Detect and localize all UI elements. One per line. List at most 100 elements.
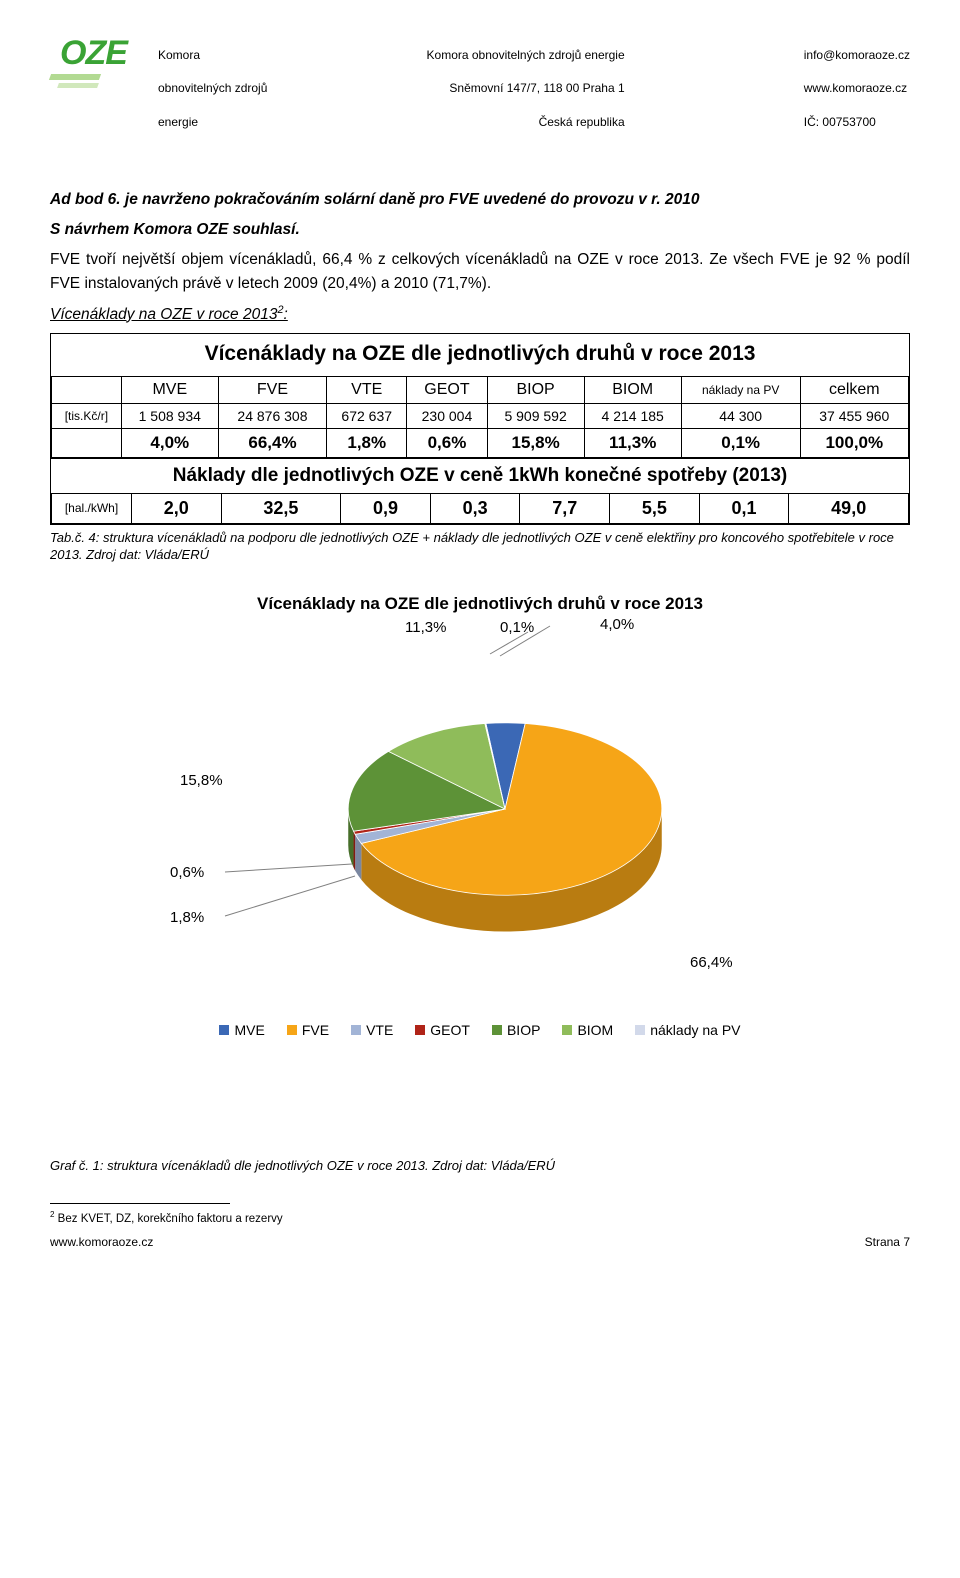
header-address: Komora obnovitelných zdrojů energie Sněm…	[427, 30, 645, 148]
cost-table: Vícenáklady na OZE dle jednotlivých druh…	[50, 333, 910, 525]
chart-legend: MVE FVE VTE GEOT BIOP BIOM náklady na PV	[219, 1022, 740, 1038]
pie-label: 11,3%	[405, 619, 446, 636]
table-cell: 100,0%	[800, 428, 908, 457]
legend-label: BIOP	[507, 1022, 540, 1038]
pie-label: 1,8%	[170, 909, 204, 926]
legend-item: náklady na PV	[635, 1022, 740, 1038]
table-cell: 0,9	[341, 493, 431, 523]
legend-item: GEOT	[415, 1022, 470, 1038]
paragraph-heading: Ad bod 6. je navrženo pokračováním solár…	[50, 188, 910, 212]
table-cell: GEOT	[407, 376, 487, 403]
table-row: [hal./kWh] 2,0 32,5 0,9 0,3 7,7 5,5 0,1 …	[52, 493, 909, 523]
legend-swatch	[492, 1025, 502, 1035]
table-cell: 5,5	[610, 493, 700, 523]
cost-subtable: MVE FVE VTE GEOT BIOP BIOM náklady na PV…	[51, 376, 909, 458]
table-cell: [hal./kWh]	[52, 493, 132, 523]
logo-accent	[49, 74, 101, 80]
table-cell: 11,3%	[584, 428, 681, 457]
table-cell: 32,5	[221, 493, 341, 523]
chart-caption: Graf č. 1: struktura vícenákladů dle jed…	[50, 1158, 910, 1173]
legend-swatch	[351, 1025, 361, 1035]
pie-label: 0,1%	[500, 619, 534, 636]
logo-accent	[57, 83, 99, 88]
cost-subtable-2: [hal./kWh] 2,0 32,5 0,9 0,3 7,7 5,5 0,1 …	[51, 493, 909, 524]
header-line: Sněmovní 147/7, 118 00 Praha 1	[427, 80, 625, 97]
table-cell: 24 876 308	[218, 403, 326, 428]
table-cell: celkem	[800, 376, 908, 403]
legend-item: FVE	[287, 1022, 329, 1038]
header-line: energie	[158, 114, 267, 131]
legend-swatch	[287, 1025, 297, 1035]
header-line: IČ: 00753700	[804, 114, 910, 131]
header-org: Komora obnovitelných zdrojů energie	[158, 30, 267, 148]
table-cell: 4 214 185	[584, 403, 681, 428]
table-cell: 4,0%	[121, 428, 218, 457]
footnote: 2 Bez KVET, DZ, korekčního faktoru a rez…	[50, 1210, 910, 1225]
legend-item: MVE	[219, 1022, 264, 1038]
chart-title: Vícenáklady na OZE dle jednotlivých druh…	[257, 594, 703, 614]
logo-text: OZE	[60, 34, 127, 73]
table-cell: 66,4%	[218, 428, 326, 457]
pie-label: 66,4%	[690, 954, 733, 971]
legend-swatch	[635, 1025, 645, 1035]
table-cell: 2,0	[132, 493, 222, 523]
legend-swatch	[562, 1025, 572, 1035]
header-line: Komora	[158, 47, 267, 64]
pie-label: 0,6%	[170, 864, 204, 881]
table-caption: Tab.č. 4: struktura vícenákladů na podpo…	[50, 529, 910, 564]
logo: OZE	[50, 30, 140, 90]
header-line: Česká republika	[427, 114, 625, 131]
legend-label: GEOT	[430, 1022, 470, 1038]
text: je navrženo pokračováním solární daně pr…	[121, 191, 700, 208]
table-header-row: MVE FVE VTE GEOT BIOP BIOM náklady na PV…	[52, 376, 909, 403]
pie-chart-zone: Vícenáklady na OZE dle jednotlivých druh…	[50, 594, 910, 1038]
table-cell: VTE	[327, 376, 407, 403]
table-cell: 37 455 960	[800, 403, 908, 428]
table-cell: BIOM	[584, 376, 681, 403]
legend-item: BIOM	[562, 1022, 613, 1038]
legend-swatch	[219, 1025, 229, 1035]
table-cell: 0,1%	[681, 428, 800, 457]
pie-wrapper: 4,0%66,4%1,8%0,6%15,8%11,3%0,1%	[130, 614, 830, 1014]
paragraph-table-intro: Vícenáklady na OZE v roce 20132:	[50, 302, 910, 327]
text: Ad bod 6.	[50, 191, 121, 208]
table-cell: 0,6%	[407, 428, 487, 457]
legend-swatch	[415, 1025, 425, 1035]
table-cell	[52, 428, 122, 457]
table-cell: 49,0	[789, 493, 909, 523]
table-cell: 0,1	[699, 493, 789, 523]
legend-item: BIOP	[492, 1022, 540, 1038]
header-line: Komora obnovitelných zdrojů energie	[427, 47, 625, 64]
table-cell: 7,7	[520, 493, 610, 523]
text: :	[284, 306, 288, 323]
header-line: info@komoraoze.cz	[804, 47, 910, 64]
table-cell: 230 004	[407, 403, 487, 428]
table-cell: 5 909 592	[487, 403, 584, 428]
footer-url: www.komoraoze.cz	[50, 1235, 153, 1249]
table-cell: FVE	[218, 376, 326, 403]
page-header: OZE Komora obnovitelných zdrojů energie …	[50, 30, 910, 148]
paragraph-body: FVE tvoří největší objem vícenákladů, 66…	[50, 248, 910, 296]
header-line: obnovitelných zdrojů	[158, 80, 267, 97]
legend-label: BIOM	[577, 1022, 613, 1038]
pie-chart	[340, 644, 670, 974]
table-title: Vícenáklady na OZE dle jednotlivých druh…	[51, 334, 909, 376]
legend-item: VTE	[351, 1022, 393, 1038]
footer-page: Strana 7	[865, 1235, 910, 1249]
pie-label: 4,0%	[600, 616, 634, 633]
table-cell: MVE	[121, 376, 218, 403]
table-row: [tis.Kč/r] 1 508 934 24 876 308 672 637 …	[52, 403, 909, 428]
table-cell: 44 300	[681, 403, 800, 428]
header-contact: info@komoraoze.cz www.komoraoze.cz IČ: 0…	[804, 30, 910, 148]
table-cell: 0,3	[430, 493, 520, 523]
table-cell: [tis.Kč/r]	[52, 403, 122, 428]
table-cell: 15,8%	[487, 428, 584, 457]
table-cell	[52, 376, 122, 403]
legend-label: VTE	[366, 1022, 393, 1038]
table-cell: 1,8%	[327, 428, 407, 457]
header-line: www.komoraoze.cz	[804, 80, 910, 97]
footnote-separator	[50, 1203, 230, 1204]
footnote-text: Bez KVET, DZ, korekčního faktoru a rezer…	[54, 1213, 282, 1225]
table-cell: 1 508 934	[121, 403, 218, 428]
table-cell: náklady na PV	[681, 376, 800, 403]
